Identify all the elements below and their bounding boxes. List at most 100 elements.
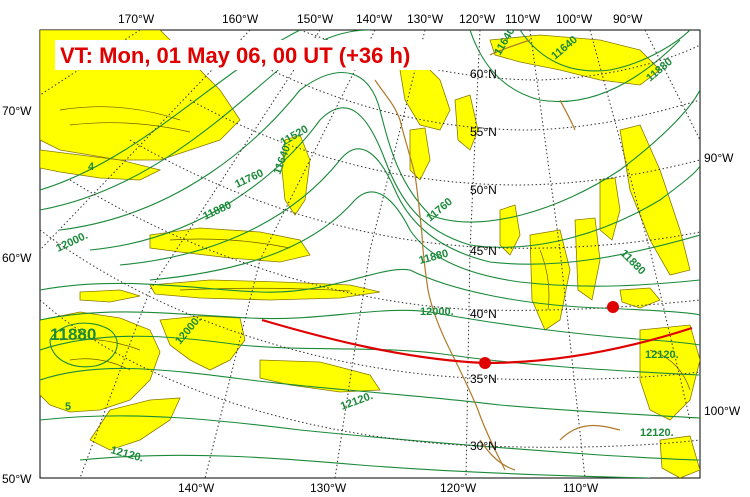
contour-line bbox=[89, 107, 700, 251]
parallel bbox=[40, 299, 700, 448]
core-contour bbox=[539, 249, 550, 311]
right-labels: 90°W 100°W bbox=[704, 151, 741, 418]
contour-line bbox=[40, 367, 700, 419]
coastline bbox=[374, 39, 621, 471]
contour-label: 12120. bbox=[645, 349, 679, 361]
lon-label: 160°W bbox=[222, 12, 259, 26]
core-contour bbox=[59, 338, 141, 351]
lon-label: 120°W bbox=[440, 481, 477, 495]
contour-line bbox=[40, 415, 700, 461]
left-labels: 70°W 60°W 50°W bbox=[2, 104, 32, 486]
fill-region bbox=[149, 227, 311, 263]
fill-region bbox=[619, 287, 661, 309]
contour-line bbox=[519, 30, 691, 72]
lon-label: 170°W bbox=[118, 12, 155, 26]
track-marker bbox=[479, 357, 491, 369]
lon-label: 120°W bbox=[459, 12, 496, 26]
contour-line bbox=[119, 148, 700, 266]
lat-label: 50°N bbox=[470, 183, 497, 197]
core-contour bbox=[69, 122, 191, 133]
fill-region bbox=[659, 435, 700, 478]
lat-label: 30°N bbox=[470, 439, 497, 453]
lon-label: 140°W bbox=[356, 12, 393, 26]
fill-region bbox=[574, 217, 601, 301]
top-lon-labels: 170°W 160°W 150°W 140°W 130°W 120°W 110°… bbox=[118, 12, 643, 26]
contour-line bbox=[149, 191, 700, 287]
trajectory bbox=[261, 301, 693, 369]
meridian bbox=[204, 30, 376, 478]
side-label: 50°W bbox=[2, 472, 32, 486]
fill-region bbox=[454, 94, 479, 151]
meridian bbox=[465, 30, 481, 478]
core-contour bbox=[69, 358, 131, 371]
contour-line bbox=[40, 268, 700, 316]
lon-label: 150°W bbox=[297, 12, 334, 26]
fill-region bbox=[619, 124, 691, 276]
valid-time-title: VT: Mon, 01 May 06, 00 UT (+36 h) bbox=[60, 43, 410, 68]
title-background bbox=[55, 40, 455, 70]
contour-label: 4 bbox=[88, 161, 95, 173]
parallel bbox=[40, 229, 700, 381]
lon-label: 110°W bbox=[505, 12, 541, 26]
bottom-lon-labels: 140°W 130°W 120°W 110°W bbox=[178, 481, 599, 495]
fill-region bbox=[639, 324, 700, 421]
lon-label: 130°W bbox=[310, 481, 347, 495]
lat-label: 35°N bbox=[470, 372, 497, 386]
core-contour bbox=[649, 349, 691, 391]
coast-line bbox=[559, 99, 576, 131]
lon-label: 130°W bbox=[407, 12, 444, 26]
parallel bbox=[189, 99, 700, 186]
fill-region bbox=[489, 34, 661, 86]
contour-line bbox=[79, 454, 651, 478]
meridian bbox=[79, 30, 321, 478]
contour-line bbox=[40, 30, 371, 211]
coast-line bbox=[489, 39, 531, 56]
lon-label: 100°W bbox=[556, 12, 593, 26]
fill-region bbox=[159, 315, 246, 371]
contour-label: 12000. bbox=[420, 306, 454, 318]
parallel bbox=[249, 59, 700, 131]
wind-speed-core bbox=[59, 106, 691, 391]
lat-label: 45°N bbox=[470, 244, 497, 258]
inner-lat-labels: 60°N 55°N 50°N 45°N 40°N 35°N 30°N bbox=[470, 67, 497, 453]
fill-region bbox=[499, 204, 521, 256]
contour-label: 5 bbox=[65, 401, 71, 413]
coast-line bbox=[479, 439, 516, 471]
coast-line bbox=[374, 79, 506, 471]
fill-region bbox=[409, 127, 431, 181]
lat-label: 55°N bbox=[470, 125, 497, 139]
contour-line bbox=[59, 72, 700, 231]
meridian bbox=[589, 30, 691, 421]
lat-label: 60°N bbox=[470, 67, 497, 81]
fill-region bbox=[40, 311, 161, 413]
side-label: 60°W bbox=[2, 251, 32, 265]
track-marker bbox=[607, 301, 619, 313]
parallel bbox=[129, 139, 700, 249]
contour-label: 12120. bbox=[640, 427, 674, 439]
fill-region bbox=[281, 134, 311, 216]
lon-label: 140°W bbox=[178, 481, 215, 495]
lat-label: 40°N bbox=[470, 307, 497, 321]
core-contour bbox=[59, 106, 181, 121]
contour-line bbox=[40, 335, 700, 376]
side-label: 90°W bbox=[704, 151, 734, 165]
fill-region bbox=[599, 177, 621, 241]
lon-label: 110°W bbox=[563, 481, 599, 495]
coast-line bbox=[559, 424, 621, 441]
meridian bbox=[644, 30, 700, 141]
meridian bbox=[40, 30, 251, 251]
low-center-label: 11880 bbox=[50, 325, 96, 344]
fill-region bbox=[149, 279, 381, 301]
lon-label: 90°W bbox=[613, 12, 643, 26]
core-contour bbox=[179, 287, 351, 292]
fill-region bbox=[79, 289, 141, 303]
parallel bbox=[69, 179, 700, 311]
side-label: 100°W bbox=[704, 404, 741, 418]
contour-line bbox=[469, 30, 681, 102]
contour-line bbox=[49, 322, 118, 368]
height-contours bbox=[40, 30, 700, 478]
side-label: 70°W bbox=[2, 104, 32, 118]
meridian bbox=[334, 30, 426, 478]
graticule bbox=[40, 30, 700, 478]
